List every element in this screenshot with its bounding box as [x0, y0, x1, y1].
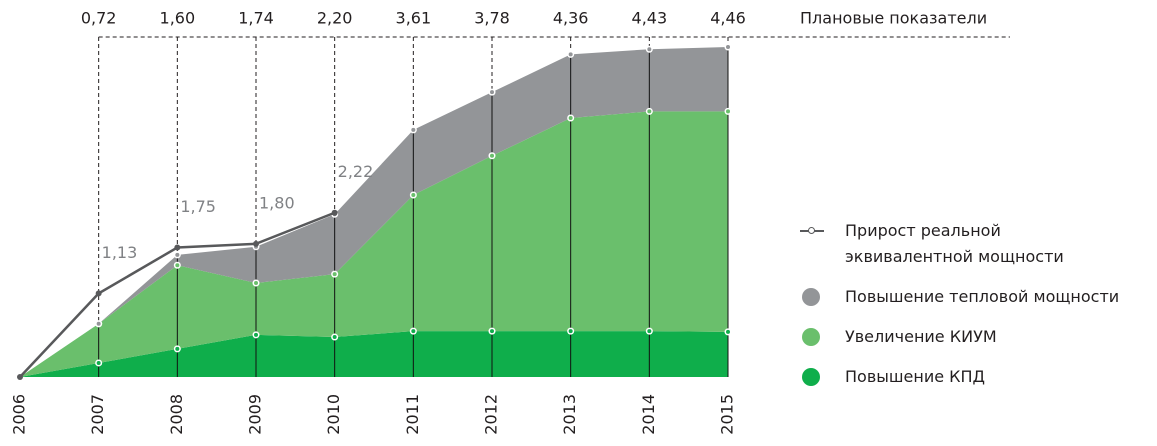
point-core [96, 321, 101, 326]
legend-swatch [802, 288, 820, 306]
legend-swatch [802, 328, 820, 346]
point-core [726, 109, 730, 114]
point-core [726, 329, 730, 334]
legend-swatch [802, 368, 820, 386]
plan-label: 3,61 [396, 9, 432, 28]
value-label: 1,13 [102, 243, 138, 262]
plan-label: 2,20 [317, 9, 353, 28]
plan-label: 1,74 [238, 9, 274, 28]
x-tick-label: 2007 [88, 394, 107, 435]
point-core [332, 272, 337, 277]
legend: Прирост реальной эквивалентной мощности П… [800, 218, 1130, 404]
plan-label: 1,60 [160, 9, 196, 28]
point-core [411, 329, 416, 334]
point-core [332, 335, 337, 340]
value-label: 1,75 [180, 197, 216, 216]
point-core [568, 116, 573, 121]
line-point [331, 209, 338, 216]
value-label: 1,80 [259, 193, 295, 212]
point-core [647, 47, 652, 52]
legend-label: Повышение КПД [845, 367, 986, 386]
line-point [95, 290, 102, 297]
legend-item: Увеличение КИУМ [800, 324, 1130, 350]
line-point [174, 244, 181, 251]
point-core [411, 127, 416, 132]
legend-item: Повышение тепловой мощности [800, 284, 1130, 310]
x-tick-label: 2006 [10, 394, 29, 435]
point-core [175, 263, 180, 268]
legend-label: Прирост реальной эквивалентной мощности [845, 221, 1064, 266]
legend-item: Прирост реальной эквивалентной мощности [800, 218, 1130, 270]
plan-label: 3,78 [474, 9, 510, 28]
point-core [175, 346, 180, 351]
point-core [490, 329, 494, 334]
plan-label: 4,46 [710, 9, 746, 28]
point-core [568, 52, 573, 57]
x-tick-label: 2015 [718, 394, 737, 435]
point-core [411, 192, 416, 197]
x-tick-label: 2010 [324, 394, 343, 435]
point-core [726, 45, 730, 49]
legend-swatch [800, 227, 824, 234]
line-point [253, 240, 259, 247]
point-core [175, 252, 180, 257]
point-core [647, 109, 652, 114]
line-point [17, 374, 23, 380]
legend-item: Повышение КПД [800, 364, 1130, 390]
plan-label: 0,72 [81, 9, 117, 28]
area [20, 331, 728, 377]
point-core [647, 329, 652, 334]
x-tick-label: 2013 [560, 394, 579, 435]
plan-label: 4,36 [553, 9, 589, 28]
area [20, 47, 728, 377]
area [20, 111, 728, 378]
point-core [490, 90, 494, 95]
value-label: 2,22 [338, 162, 374, 181]
plan-title: Плановые показатели [800, 9, 987, 28]
x-tick-label: 2014 [639, 394, 658, 435]
point-core [96, 360, 101, 365]
legend-dot [808, 227, 815, 234]
point-core [490, 153, 494, 158]
x-tick-label: 2009 [246, 394, 265, 435]
x-tick-label: 2011 [403, 394, 422, 435]
point-core [254, 281, 258, 286]
point-core [568, 329, 573, 334]
legend-label: Повышение тепловой мощности [845, 287, 1120, 306]
plan-label: 4,43 [632, 9, 668, 28]
point-core [254, 332, 258, 337]
x-tick-label: 2012 [482, 394, 501, 435]
legend-label: Увеличение КИУМ [845, 327, 997, 346]
x-tick-label: 2008 [167, 394, 186, 435]
